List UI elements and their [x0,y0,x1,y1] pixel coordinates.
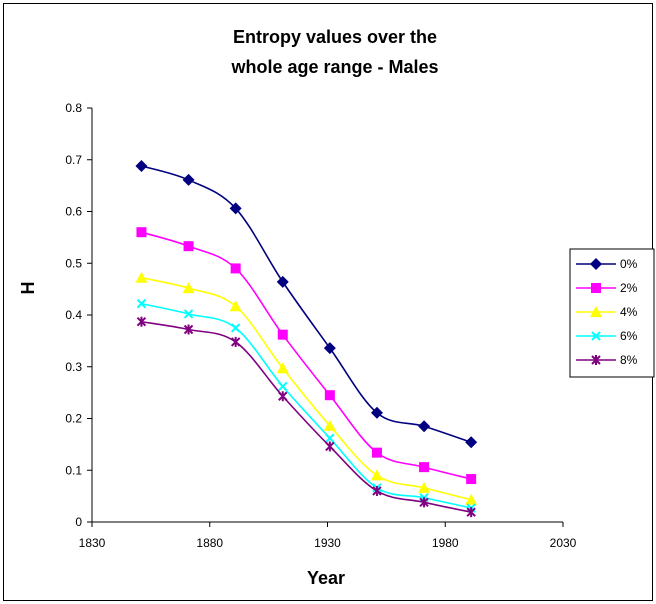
data-point [466,507,476,518]
y-tick-label: 0 [75,515,82,529]
x-tick-label: 1880 [196,536,223,550]
series-8pct [136,316,476,518]
data-point [230,323,241,333]
data-point [371,447,382,458]
data-point [276,275,289,288]
data-point [418,481,431,493]
series-line [141,302,472,509]
x-tick-label: 1980 [432,536,459,550]
data-point [183,309,194,319]
data-point [136,227,147,238]
data-point [465,493,478,505]
data-point [136,298,147,309]
legend: 0% 2% 4% 6% 8% [569,248,655,378]
y-axis-title: H [18,282,38,295]
x-tick-label: 2030 [550,536,577,550]
data-point [325,433,335,443]
legend-item: 0% [576,257,638,271]
x-tick-label: 1930 [314,536,341,550]
legend-item: 6% [576,329,638,343]
data-point [325,441,335,452]
data-point [419,497,429,508]
axes: 0 0.1 0.2 0.3 0.4 0.5 0.6 0.7 0.8 1830 1880 1930 198… [65,101,576,550]
data-point [324,390,335,401]
data-point [182,173,195,186]
data-point [182,282,195,294]
legend-item: 8% [576,353,638,367]
series-4pct [135,271,478,505]
legend-label: 8% [620,353,638,367]
data-point [372,485,382,496]
data-point [278,381,288,392]
chart-frame [3,3,653,601]
data-point [277,329,288,340]
data-point [370,469,383,481]
x-axis-title: Year [307,568,345,588]
data-point [418,420,431,433]
legend-label: 6% [620,329,638,343]
data-point [465,436,478,449]
y-tick-label: 0.3 [65,360,82,374]
data-point [370,406,383,419]
legend-item: 4% [576,305,638,319]
data-point [419,462,430,473]
data-point [135,159,148,172]
chart-title-line-1: Entropy values over the [233,27,437,47]
series-line [141,320,472,513]
data-point [590,306,602,317]
legend-box [569,248,655,378]
y-tick-label: 0.8 [65,101,82,115]
series-line [141,231,472,480]
y-tick-label: 0.1 [65,463,82,477]
legend-label: 4% [620,305,638,319]
data-point [230,263,241,274]
series-line [141,276,472,501]
data-point [183,324,194,335]
data-point [591,283,601,293]
legend-item: 2% [576,281,638,295]
data-point [466,474,477,485]
data-point [229,300,242,312]
y-tick-label: 0.7 [65,153,82,167]
legend-label: 0% [620,257,638,271]
chart-title: Entropy values over the whole age range … [230,27,438,77]
series-layer [135,159,478,518]
chart-title-line-2: whole age range - Males [230,57,438,77]
data-point [323,419,336,431]
data-point [183,241,194,252]
data-point [278,391,288,402]
x-tick-label: 1830 [79,536,106,550]
series-0pct [135,159,478,449]
data-point [230,336,241,347]
y-tick-label: 0.2 [65,412,82,426]
series-line [141,165,472,444]
data-point [591,331,601,341]
data-point [229,202,242,215]
data-point [590,258,602,270]
data-point [136,316,147,327]
legend-label: 2% [620,281,638,295]
series-2pct [136,227,477,485]
data-point [276,362,289,374]
data-point [591,355,601,365]
data-point [323,342,336,355]
y-tick-label: 0.4 [65,308,82,322]
y-tick-label: 0.6 [65,205,82,219]
y-tick-label: 0.5 [65,256,82,270]
data-point [135,271,148,283]
